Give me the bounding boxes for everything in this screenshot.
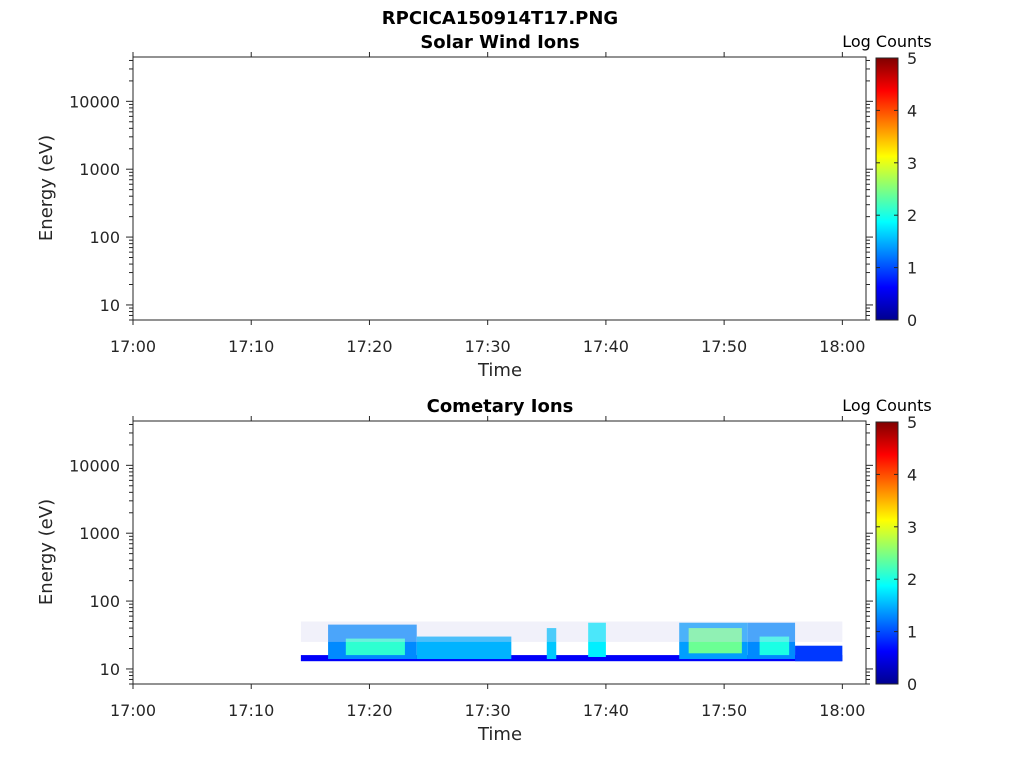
y-tick-label: 10 (100, 660, 120, 679)
x-tick-label: 17:50 (701, 701, 747, 720)
panel-title: Cometary Ions (427, 396, 574, 417)
x-tick-label: 17:30 (465, 701, 511, 720)
panel-solar-wind: Solar Wind Ions 17:00 17:10 17:20 17:30 17:4… (36, 32, 932, 381)
y-tick-label: 1000 (79, 160, 120, 179)
x-tick-label: 17:00 (110, 701, 156, 720)
x-tick-label: 17:40 (583, 337, 629, 356)
colorbar-tick-label: 5 (907, 413, 917, 432)
spectrogram-cell (345, 638, 405, 656)
colorbar-tick-label: 4 (907, 465, 917, 484)
colorbar-label: Log Counts (842, 32, 932, 51)
x-tick-label: 17:10 (228, 701, 274, 720)
y-tick-label: 100 (89, 592, 120, 611)
colorbar-scale (875, 421, 899, 685)
colorbar-tick-label: 1 (907, 259, 917, 278)
plot-frame (132, 56, 867, 321)
x-tick-label: 17:20 (346, 337, 392, 356)
colorbar-ticks: 0 1 2 3 4 5 (876, 49, 917, 330)
y-ticks: 10 100 1000 10000 (69, 423, 873, 685)
x-axis-label: Time (477, 724, 522, 745)
colorbar-scale (875, 57, 899, 321)
spectrogram-cell (546, 628, 557, 660)
y-axis-label: Energy (eV) (36, 499, 57, 605)
spectrogram-cell (588, 622, 606, 657)
y-axis-label: Energy (eV) (36, 135, 57, 241)
y-tick-label: 10000 (69, 92, 120, 111)
spectrogram-cell (416, 636, 512, 660)
x-tick-label: 17:50 (701, 337, 747, 356)
colorbar-tick-label: 3 (907, 154, 917, 173)
x-tick-label: 17:40 (583, 701, 629, 720)
y-tick-label: 1000 (79, 524, 120, 543)
x-tick-label: 17:00 (110, 337, 156, 356)
panel-cometary: Cometary Ions 17:00 17:10 17:20 17:30 17:40 1… (36, 396, 932, 745)
plot-area (133, 57, 866, 320)
spectrogram-cell (300, 655, 843, 662)
spectrogram-cell (300, 621, 843, 642)
colorbar-tick-label: 4 (907, 101, 917, 120)
colorbar-tick-label: 1 (907, 623, 917, 642)
x-axis-label: Time (477, 360, 522, 381)
colorbar-label: Log Counts (842, 396, 932, 415)
data-layer (300, 621, 843, 662)
colorbar-tick-label: 2 (907, 570, 917, 589)
y-tick-label: 10000 (69, 456, 120, 475)
figure-title: RPCICA150914T17.PNG (382, 8, 618, 29)
spectrogram-cell (688, 628, 742, 654)
x-tick-label: 17:30 (465, 337, 511, 356)
colorbar-ticks: 0 1 2 3 4 5 (876, 413, 917, 694)
plot-frame (132, 420, 867, 685)
colorbar-tick-label: 0 (907, 675, 917, 694)
colorbar-tick-label: 5 (907, 49, 917, 68)
colorbar-tick-label: 2 (907, 206, 917, 225)
colorbar-tick-label: 3 (907, 518, 917, 537)
y-tick-label: 10 (100, 296, 120, 315)
spectrogram-cell (795, 645, 843, 662)
x-ticks: 17:00 17:10 17:20 17:30 17:40 17:50 18:00 (110, 52, 865, 356)
colorbar: Log Counts 0 1 2 3 4 5 (842, 32, 932, 330)
panel-title: Solar Wind Ions (420, 32, 579, 53)
y-ticks: 10 100 1000 10000 (69, 59, 873, 321)
x-tick-label: 18:00 (819, 701, 865, 720)
x-tick-label: 17:20 (346, 701, 392, 720)
colorbar: Log Counts 0 1 2 3 4 5 (842, 396, 932, 694)
x-tick-label: 18:00 (819, 337, 865, 356)
spectrogram-cell (759, 636, 790, 656)
x-tick-label: 17:10 (228, 337, 274, 356)
x-ticks: 17:00 17:10 17:20 17:30 17:40 17:50 18:00 (110, 416, 865, 720)
y-tick-label: 100 (89, 228, 120, 247)
colorbar-tick-label: 0 (907, 311, 917, 330)
